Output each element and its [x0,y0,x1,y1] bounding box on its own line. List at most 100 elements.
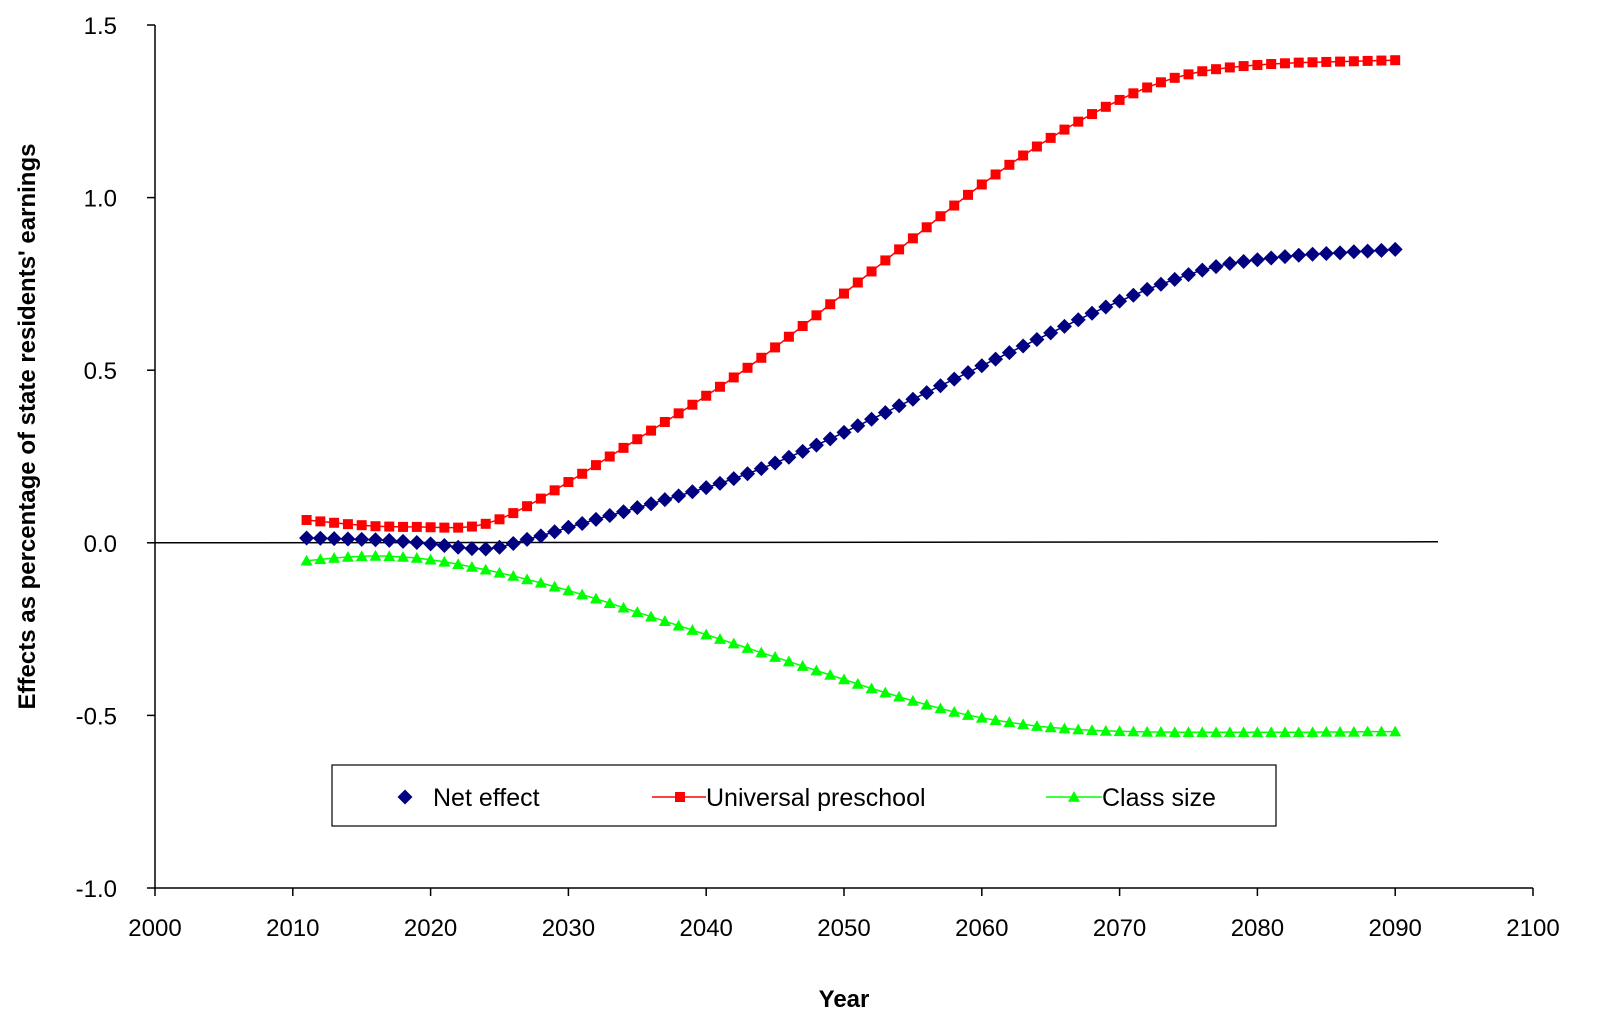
data-point-universal-preschool [453,522,464,533]
data-point-net-effect [312,530,328,546]
data-point-class-size [1361,725,1374,737]
data-point-class-size [603,597,616,609]
data-point-class-size [782,655,795,667]
x-tick-label: 2020 [404,915,457,942]
data-point-class-size [824,669,837,680]
data-point-class-size [1072,723,1085,735]
data-point-class-size [948,705,961,717]
data-point-class-size [934,702,947,714]
data-point-net-effect [1236,253,1252,269]
data-point-universal-preschool [508,508,519,519]
data-point-net-effect [1373,242,1389,258]
data-point-universal-preschool [342,519,353,530]
data-point-universal-preschool [1321,56,1332,67]
data-point-class-size [1030,720,1043,731]
legend-item-class-size: Class size [1046,784,1216,812]
data-point-class-size [1044,721,1057,733]
x-tick-label: 2090 [1369,915,1422,942]
data-point-net-effect [395,533,411,549]
legend-symbol-class-size [1068,791,1080,802]
data-point-class-size [920,698,933,710]
data-point-universal-preschool [1252,60,1263,71]
data-point-universal-preschool [522,501,533,512]
data-point-class-size [1389,725,1402,737]
data-point-class-size [507,569,520,581]
data-point-universal-preschool [466,521,477,532]
data-point-universal-preschool [1004,159,1015,170]
data-point-net-effect [367,532,383,548]
data-point-universal-preschool [632,434,643,445]
data-point-universal-preschool [1224,62,1235,73]
data-point-class-size [672,619,685,631]
data-point-universal-preschool [356,520,367,531]
y-tick-label: -1.0 [76,876,117,903]
data-point-universal-preschool [315,516,326,527]
data-point-net-effect [299,530,315,546]
series-line-net-effect [306,248,1396,550]
data-point-universal-preschool [1279,58,1290,69]
data-point-class-size [1223,726,1236,738]
data-point-universal-preschool [1045,132,1056,143]
data-point-class-size [975,711,988,723]
data-point-class-size [479,563,492,575]
data-point-class-size [328,551,341,563]
data-point-net-effect [1112,293,1128,309]
data-point-universal-preschool [1335,56,1346,67]
data-point-net-effect [423,536,439,552]
data-point-net-effect [1222,256,1238,272]
data-point-universal-preschool [1128,88,1139,99]
data-point-universal-preschool [370,521,381,532]
data-point-class-size [1251,726,1264,738]
data-point-class-size [410,551,423,563]
data-point-net-effect [864,411,880,427]
data-point-universal-preschool [701,390,712,401]
data-point-class-size [1210,726,1223,738]
data-point-class-size [1265,726,1278,738]
data-point-net-effect [1167,271,1183,287]
data-point-universal-preschool [880,255,891,266]
data-point-net-effect [629,500,645,516]
data-point-class-size [1086,724,1099,736]
data-point-net-effect [767,455,783,471]
data-point-net-effect [795,443,811,459]
data-point-class-size [1058,722,1071,734]
y-axis-title: Effects as percentage of state residents… [14,144,41,710]
legend-symbol-net-effect [397,789,413,805]
data-point-net-effect [657,492,673,508]
data-point-class-size [1154,725,1167,737]
data-point-class-size [397,550,410,562]
data-point-net-effect [671,488,687,504]
series-net-effect [299,241,1403,557]
data-point-net-effect [1208,259,1224,275]
data-point-class-size [755,646,768,658]
data-point-universal-preschool [990,169,1001,180]
data-point-net-effect [946,371,962,387]
data-point-class-size [686,624,699,635]
data-point-universal-preschool [1307,57,1318,68]
legend-label-class-size: Class size [1102,784,1216,812]
x-tick-label: 2060 [955,915,1008,942]
data-point-class-size [1003,716,1016,728]
y-tick-label: 1.0 [84,186,117,213]
x-tick-label: 2030 [542,915,595,942]
data-point-universal-preschool [1031,141,1042,152]
axes: 2000 2010 2020 2030 2040 2050 2060 2070 2080 2090… [76,13,1560,942]
data-point-class-size [589,592,602,604]
data-point-universal-preschool [659,416,670,427]
data-point-class-size [452,558,465,570]
data-point-net-effect [905,391,921,407]
data-point-net-effect [492,539,507,555]
data-point-universal-preschool [1100,101,1111,112]
data-point-universal-preschool [894,244,905,255]
data-point-net-effect [547,524,563,540]
data-point-net-effect [1153,276,1169,292]
data-point-net-effect [574,515,590,531]
data-point-net-effect [932,378,948,394]
data-point-universal-preschool [646,425,657,436]
data-point-universal-preschool [673,408,684,419]
data-point-class-size [1168,726,1181,738]
data-point-universal-preschool [535,493,546,504]
data-point-net-effect [1139,281,1155,297]
data-point-net-effect [960,365,976,381]
data-point-net-effect [1001,345,1017,361]
